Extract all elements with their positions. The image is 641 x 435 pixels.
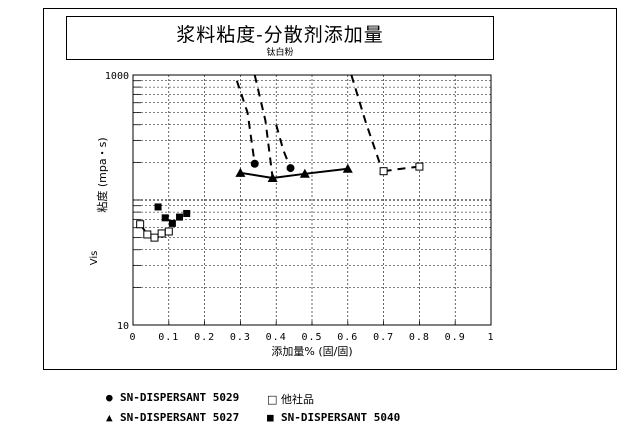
data-point	[342, 163, 353, 173]
data-point	[143, 230, 152, 239]
x-tick-label: 0	[129, 332, 136, 343]
y-axis-label-fragment: Vis	[89, 251, 100, 266]
title-box: 浆料粘度-分散剂添加量 钛白粉	[66, 16, 494, 60]
data-point	[286, 164, 295, 173]
legend-label: 他社品	[281, 393, 314, 406]
x-tick-label: 0.6	[337, 332, 358, 343]
data-point	[136, 220, 145, 229]
y-tick-label: 1000	[105, 71, 129, 82]
x-tick-label: 0.4	[266, 332, 287, 343]
data-point	[176, 213, 184, 221]
legend-label: SN-DISPERSANT 5029	[120, 391, 240, 404]
series-line	[275, 124, 292, 169]
data-point	[183, 209, 191, 217]
data-point	[168, 219, 176, 227]
legend-item-5029: ● SN-DISPERSANT 5029	[106, 391, 239, 404]
series-line	[350, 75, 385, 175]
chart-subtitle: 钛白粉	[266, 48, 294, 58]
data-point	[415, 162, 424, 171]
series-line	[240, 167, 348, 179]
legend-symbol: ●	[106, 391, 113, 404]
x-tick-label: 0.8	[409, 332, 430, 343]
y-axis-label: 粘度 (mpa・s)	[95, 137, 109, 212]
x-axis-label: 添加量% (固/固)	[271, 344, 352, 358]
legend-item-5027: ▲ SN-DISPERSANT 5027	[106, 411, 239, 424]
x-tick-label: 0.5	[301, 332, 322, 343]
x-tick-label: 0.7	[373, 332, 394, 343]
series-line	[383, 165, 420, 173]
legend-symbol: □	[267, 393, 278, 406]
x-tick-label: 0.3	[230, 332, 251, 343]
y-tick-label: 10	[117, 321, 129, 332]
data-point	[164, 227, 173, 236]
data-point	[161, 214, 169, 222]
chart-frame	[43, 8, 617, 370]
data-point	[154, 203, 162, 211]
data-point	[235, 167, 246, 177]
legend-label: SN-DISPERSANT 5027	[120, 411, 240, 424]
data-point	[250, 159, 259, 168]
data-point	[379, 167, 388, 176]
series-line	[253, 75, 274, 179]
legend-label: SN-DISPERSANT 5040	[281, 411, 401, 424]
data-point	[299, 168, 310, 178]
data-point	[267, 172, 278, 182]
legend-item-other: □ 他社品	[267, 391, 314, 407]
x-tick-label: 0.2	[194, 332, 215, 343]
legend-item-5040: ■ SN-DISPERSANT 5040	[267, 411, 400, 424]
x-tick-label: 0.1	[158, 332, 179, 343]
x-tick-label: 0.9	[445, 332, 466, 343]
data-point	[157, 229, 166, 238]
chart-title: 浆料粘度-分散剂添加量	[176, 24, 384, 46]
data-point	[150, 233, 159, 242]
legend-symbol: ■	[267, 411, 274, 424]
series-line	[235, 80, 256, 164]
legend-symbol: ▲	[106, 411, 113, 424]
x-tick-label: 1	[487, 332, 494, 343]
